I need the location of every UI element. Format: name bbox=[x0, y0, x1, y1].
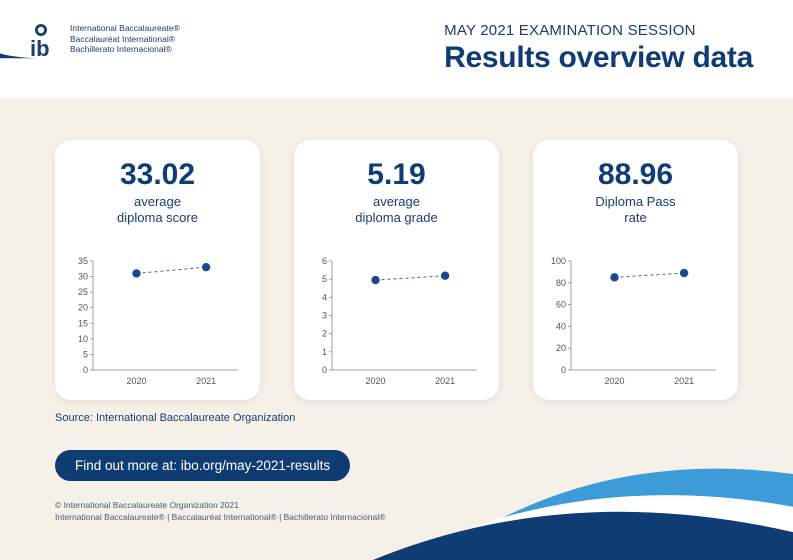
logo-line-1: International Baccalaureate® bbox=[70, 23, 180, 34]
source-text: Source: International Baccalaureate Orga… bbox=[55, 412, 295, 424]
page-title: Results overview data bbox=[444, 41, 753, 75]
svg-text:60: 60 bbox=[556, 300, 566, 310]
page: MAY 2021 EXAMINATION SESSION Results ove… bbox=[0, 0, 793, 560]
card-diploma-grade: 5.19 average diploma grade 0 1 2 3 4 5 6 2020 20… bbox=[294, 140, 499, 400]
svg-text:3: 3 bbox=[322, 311, 327, 321]
card-value: 88.96 bbox=[598, 160, 673, 190]
svg-text:40: 40 bbox=[556, 321, 566, 331]
logo-line-2: Baccalauréat International® bbox=[70, 34, 180, 45]
svg-text:0: 0 bbox=[322, 365, 327, 375]
footer-trademarks: International Baccalaureate® | Baccalaur… bbox=[55, 512, 385, 524]
svg-text:2021: 2021 bbox=[435, 376, 455, 386]
footer: © International Baccalaureate Organizati… bbox=[55, 500, 385, 524]
footer-swoosh bbox=[373, 400, 793, 560]
svg-text:ib: ib bbox=[30, 36, 50, 60]
svg-text:35: 35 bbox=[78, 256, 88, 266]
ib-logo-text: International Baccalaureate® Baccalauréa… bbox=[70, 23, 180, 55]
svg-text:100: 100 bbox=[551, 256, 566, 266]
svg-text:30: 30 bbox=[78, 272, 88, 282]
svg-text:2020: 2020 bbox=[126, 376, 146, 386]
svg-text:4: 4 bbox=[322, 292, 327, 302]
svg-text:2: 2 bbox=[322, 329, 327, 339]
card-label: average diploma grade bbox=[355, 194, 437, 225]
svg-text:2021: 2021 bbox=[674, 376, 694, 386]
svg-text:5: 5 bbox=[322, 274, 327, 284]
card-diploma-score: 33.02 average diploma score 0 5 10 15 20 25 30… bbox=[55, 140, 260, 400]
cards-row: 33.02 average diploma score 051015202530… bbox=[55, 140, 738, 400]
card-pass-rate: 88.96 Diploma Pass rate 0 20 40 60 80 100 2020… bbox=[533, 140, 738, 400]
chart-diploma-grade: 0 1 2 3 4 5 6 2020 2021 bbox=[308, 255, 485, 390]
svg-text:20: 20 bbox=[78, 303, 88, 313]
svg-text:5: 5 bbox=[83, 349, 88, 359]
chart-pass-rate: 0 20 40 60 80 100 2020 2021 bbox=[547, 255, 724, 390]
ib-logo-icon: ib bbox=[20, 18, 62, 60]
svg-text:0: 0 bbox=[561, 365, 566, 375]
card-value: 33.02 bbox=[120, 160, 195, 190]
ib-logo: ib International Baccalaureate® Baccalau… bbox=[20, 18, 180, 60]
card-value: 5.19 bbox=[367, 160, 425, 190]
svg-text:1: 1 bbox=[322, 347, 327, 357]
title-block: MAY 2021 EXAMINATION SESSION Results ove… bbox=[444, 20, 753, 75]
svg-text:80: 80 bbox=[556, 278, 566, 288]
svg-text:2020: 2020 bbox=[604, 376, 624, 386]
svg-text:20: 20 bbox=[556, 343, 566, 353]
cta-button[interactable]: Find out more at: ibo.org/may-2021-resul… bbox=[55, 450, 350, 481]
logo-line-3: Bachillerato Internacional® bbox=[70, 44, 180, 55]
svg-text:2021: 2021 bbox=[196, 376, 216, 386]
card-label: average diploma score bbox=[117, 194, 198, 225]
footer-copyright: © International Baccalaureate Organizati… bbox=[55, 500, 385, 512]
svg-text:15: 15 bbox=[78, 318, 88, 328]
chart-diploma-score: 0 5 10 15 20 25 30 35 2020 2021 bbox=[69, 255, 246, 390]
svg-text:6: 6 bbox=[322, 256, 327, 266]
session-subtitle: MAY 2021 EXAMINATION SESSION bbox=[444, 22, 753, 39]
svg-text:10: 10 bbox=[78, 334, 88, 344]
svg-text:0: 0 bbox=[83, 365, 88, 375]
svg-text:2020: 2020 bbox=[365, 376, 385, 386]
svg-text:25: 25 bbox=[78, 287, 88, 297]
card-label: Diploma Pass rate bbox=[595, 194, 675, 225]
